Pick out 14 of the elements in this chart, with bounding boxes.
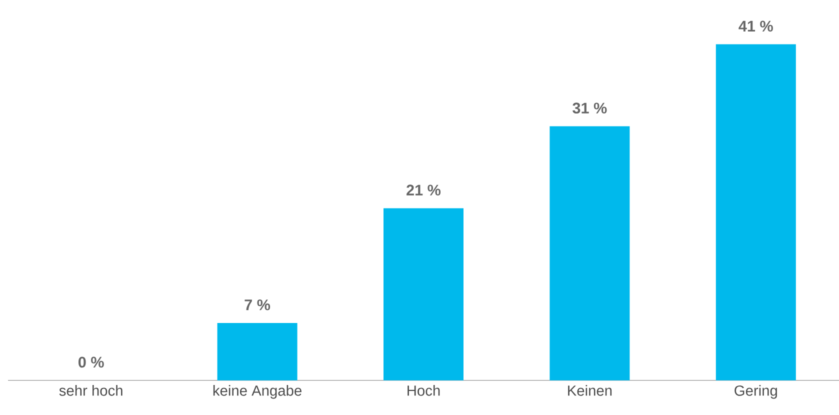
x-tick-label: Hoch bbox=[408, 385, 440, 396]
data-label: 41 % bbox=[738, 20, 773, 32]
data-label: 7 % bbox=[244, 299, 270, 310]
bar bbox=[384, 208, 464, 380]
bar bbox=[550, 126, 630, 380]
x-tick-label: keine Angabe bbox=[213, 385, 302, 399]
bar bbox=[716, 44, 796, 380]
data-label: 31 % bbox=[572, 102, 607, 114]
x-tick-label: sehr hoch bbox=[59, 385, 122, 396]
data-label: 0 % bbox=[78, 356, 104, 368]
bar bbox=[217, 322, 298, 380]
x-tick-label: Gering bbox=[734, 385, 777, 399]
data-label: 21 % bbox=[406, 184, 441, 196]
x-tick-label: Keinen bbox=[568, 385, 612, 396]
